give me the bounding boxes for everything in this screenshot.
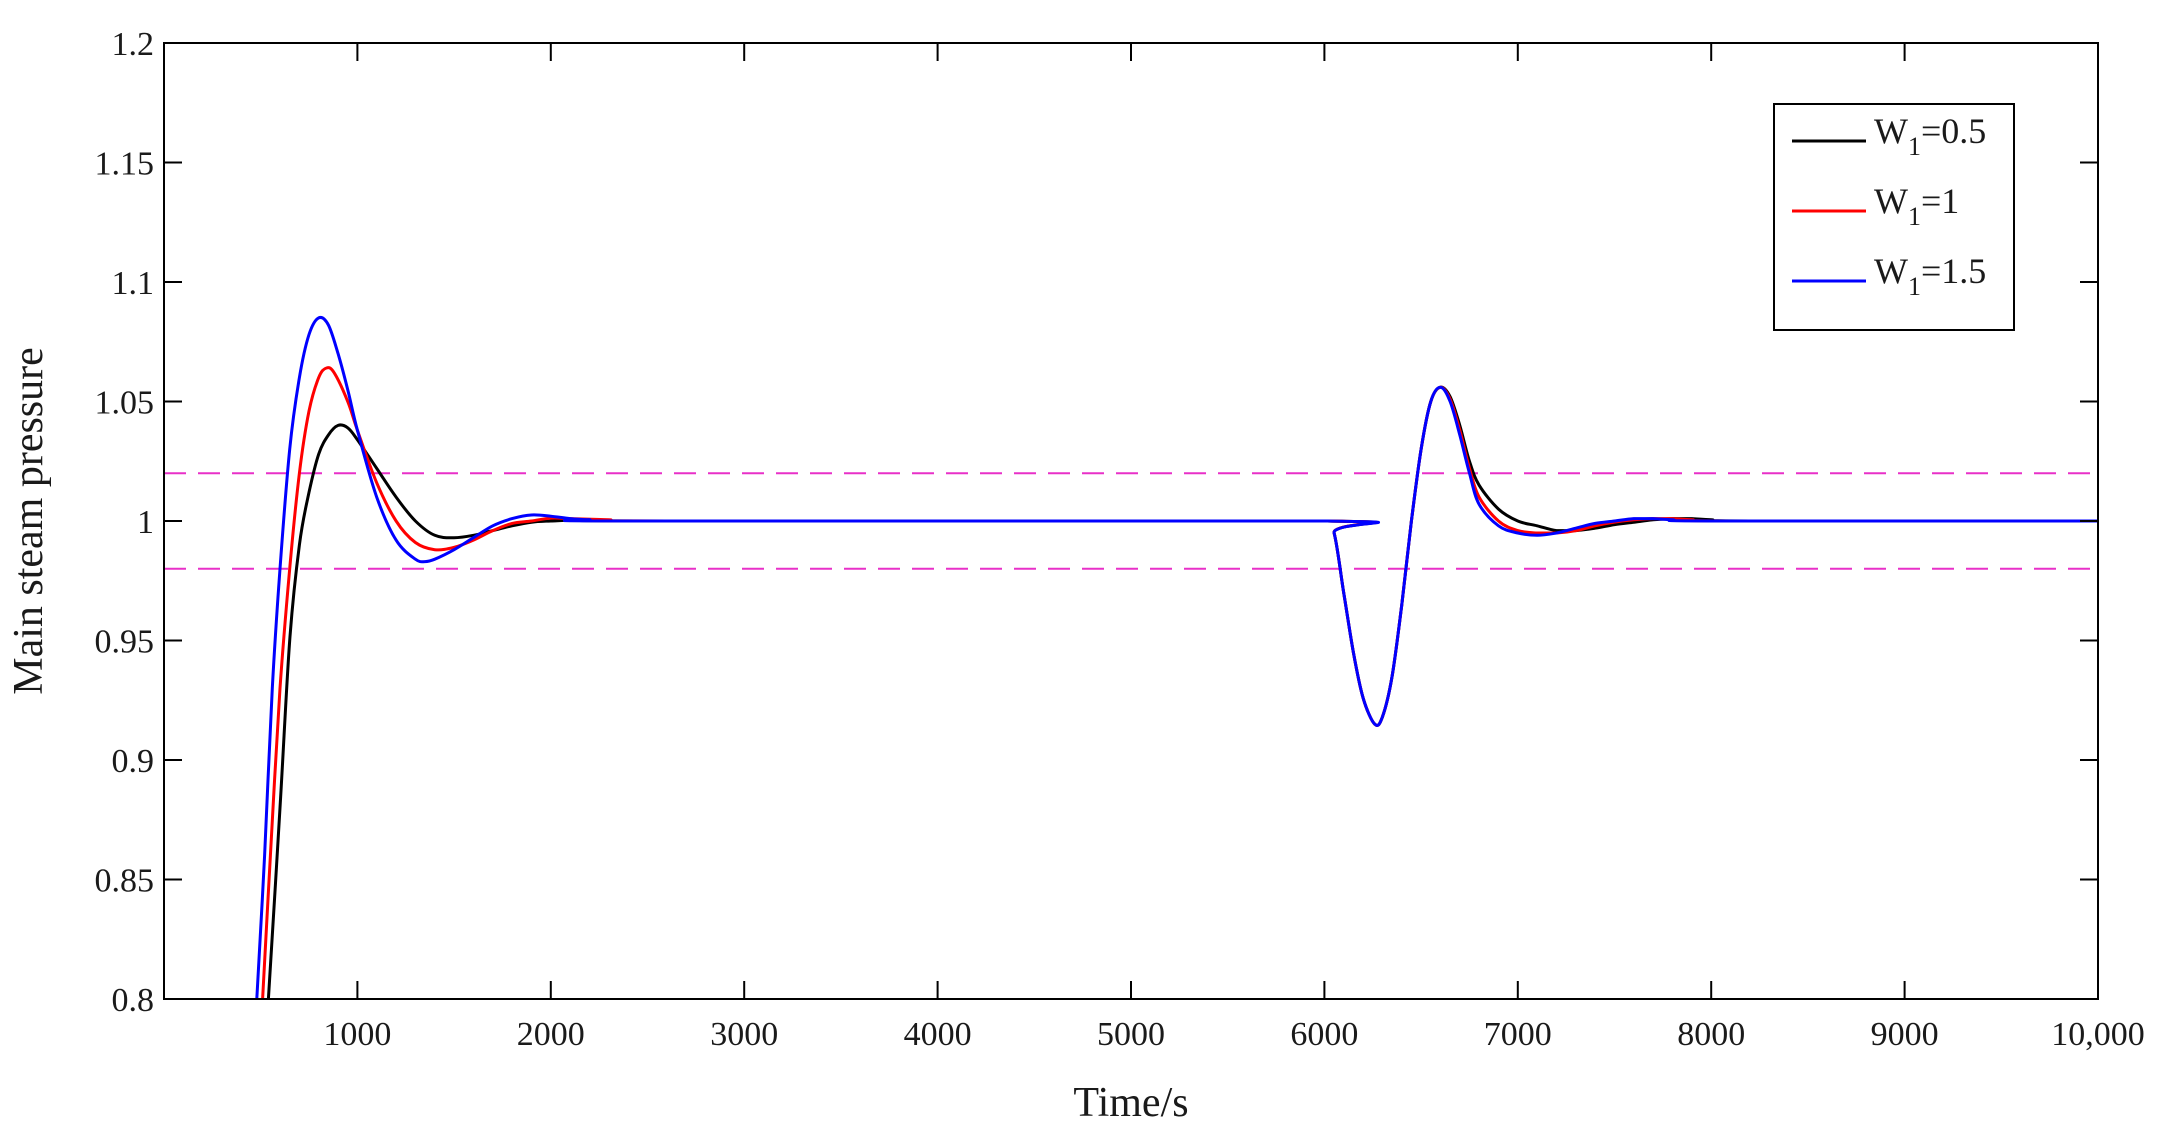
x-tick-label: 5000	[1097, 1016, 1165, 1053]
x-axis-title: Time/s	[1073, 1080, 1188, 1126]
y-tick-label: 0.8	[112, 982, 155, 1019]
x-tick-label: 9000	[1871, 1016, 1939, 1053]
y-tick-label: 0.9	[112, 743, 155, 780]
y-axis: 0.8 0.85 0.9 0.95 1 1.05 1.1 1.15 1.2	[95, 26, 2098, 1019]
x-tick-label: 10,000	[2051, 1016, 2145, 1053]
x-tick-label: 8000	[1677, 1016, 1745, 1053]
series-layer	[255, 315, 2098, 999]
x-tick-label: 2000	[517, 1016, 585, 1053]
y-axis-title: Main steam pressure	[6, 347, 52, 695]
reference-lines	[164, 472, 2098, 570]
y-tick-label: 1.2	[112, 26, 155, 63]
x-axis: 1000 2000 3000 4000 5000 6000 7000 8000 9000 10,0…	[323, 43, 2145, 1053]
x-tick-label: 7000	[1484, 1016, 1552, 1053]
legend-label-1: W1=0.5	[1874, 111, 1986, 161]
y-tick-label: 0.95	[95, 624, 155, 661]
y-tick-label: 1.1	[112, 265, 155, 302]
legend-label-2: W1=1	[1874, 181, 1959, 231]
series-line-3	[255, 315, 2098, 999]
y-tick-label: 1.05	[95, 385, 155, 422]
x-tick-label: 4000	[904, 1016, 972, 1053]
x-tick-label: 1000	[323, 1016, 391, 1053]
legend-label-3: W1=1.5	[1874, 251, 1986, 301]
x-tick-label: 3000	[710, 1016, 778, 1053]
y-tick-label: 1	[137, 504, 154, 541]
y-tick-label: 1.15	[95, 146, 155, 183]
x-tick-label: 6000	[1290, 1016, 1358, 1053]
y-tick-label: 0.85	[95, 863, 155, 900]
legend: W1=0.5 W1=1 W1=1.5	[1773, 103, 2015, 331]
